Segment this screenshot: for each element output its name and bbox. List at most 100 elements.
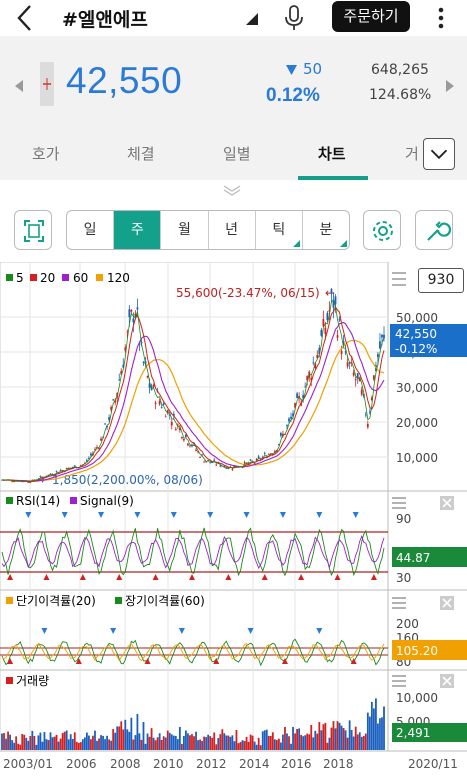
order-button[interactable]: 주문하기 <box>332 1 410 32</box>
buy-marker <box>79 574 86 580</box>
candle-body <box>189 445 191 447</box>
candle-body <box>122 364 125 368</box>
volume-bar <box>83 737 86 750</box>
rsi-signal-line <box>1 535 385 570</box>
ma120-line <box>1 340 385 482</box>
candle-body <box>314 363 317 369</box>
volume-bar <box>3 733 5 750</box>
volume-bar <box>77 742 80 750</box>
volume-bar <box>203 736 206 750</box>
volume-bar <box>348 720 351 750</box>
disp-close-icon[interactable] <box>440 596 454 610</box>
rsi-close-icon[interactable] <box>440 496 454 510</box>
candle-body <box>383 334 385 339</box>
period-year[interactable]: 년 <box>209 211 256 249</box>
candle-body <box>334 296 337 305</box>
corner-triangle-icon <box>292 240 300 247</box>
sell-marker <box>243 512 250 518</box>
candle-body <box>73 465 76 467</box>
max-price-note: 55,600(-23.47%, 06/15) <box>176 286 320 300</box>
volume-bar <box>138 733 141 750</box>
candle-body <box>231 468 234 470</box>
volume-bar <box>290 743 292 750</box>
volume-bar <box>172 735 175 750</box>
period-tick[interactable]: 틱 <box>256 211 303 249</box>
volume-bar <box>150 728 153 750</box>
volume-bar <box>71 738 74 750</box>
candle-body <box>178 427 181 431</box>
rsi-swatch <box>6 497 13 504</box>
stock-title[interactable]: #엘앤에프 <box>62 9 148 31</box>
collapse-handle-icon[interactable] <box>222 184 242 196</box>
candle-body <box>176 424 179 426</box>
candle-body <box>29 482 32 484</box>
volume-bars <box>1 698 385 750</box>
price-tag <box>390 324 467 357</box>
period-minute[interactable]: 분 <box>303 211 349 249</box>
tab-orderbook[interactable]: 호가 <box>32 145 60 163</box>
period-week[interactable]: 주 <box>114 211 162 249</box>
candle-body <box>112 399 115 401</box>
mic-icon[interactable] <box>282 4 306 32</box>
volume-bar <box>257 737 260 750</box>
volume-bar <box>140 739 143 750</box>
volume-bar <box>108 739 111 750</box>
rsi-tag-value: 44.87 <box>396 551 430 565</box>
grid-lines <box>0 262 388 751</box>
vol-hamburger-icon[interactable] <box>392 675 406 687</box>
volume-bar <box>130 717 133 750</box>
volume-bar <box>362 736 365 750</box>
candle-body <box>219 465 222 467</box>
settings-button[interactable] <box>363 210 401 250</box>
volume-bar <box>41 741 44 750</box>
title-dropdown-icon[interactable] <box>246 13 258 25</box>
next-stock-icon[interactable] <box>446 80 454 92</box>
volume-bar <box>146 733 149 750</box>
volume-bar <box>277 738 280 750</box>
disp-hamburger-icon[interactable] <box>392 597 406 609</box>
volume-bar <box>33 735 36 750</box>
prev-stock-icon[interactable] <box>15 80 23 92</box>
candle-body <box>31 479 34 481</box>
candle-body <box>255 458 258 461</box>
tab-more[interactable]: 거 <box>405 145 419 163</box>
sell-marker <box>279 512 286 518</box>
disp-signal-markers <box>7 628 357 664</box>
volume-bar <box>21 733 24 750</box>
volume-bar <box>53 736 56 750</box>
volume-bar <box>211 737 214 750</box>
tools-button[interactable] <box>415 210 453 250</box>
candle-body <box>370 397 373 401</box>
candle-body <box>172 413 175 416</box>
vol-close-icon[interactable] <box>440 674 454 688</box>
candle-body <box>263 453 266 455</box>
tab-daily[interactable]: 일별 <box>223 145 251 163</box>
volume-bar <box>51 737 54 750</box>
hamburger-icon[interactable] <box>392 272 406 286</box>
chevron-down-icon[interactable] <box>423 138 455 170</box>
period-day[interactable]: 일 <box>67 211 115 249</box>
tab-trades[interactable]: 체결 <box>127 145 155 163</box>
candle-body <box>146 376 149 378</box>
stock-chart[interactable]: 5 20 60 120 55,600(-23.47%, 06/15) ← → 1… <box>0 262 467 777</box>
volume-bar <box>294 733 296 750</box>
tab-chart[interactable]: 차트 <box>318 145 346 163</box>
fullscreen-button[interactable] <box>14 210 52 250</box>
candle-body <box>41 477 44 478</box>
volume-bar <box>63 731 66 750</box>
candle-body <box>195 449 197 451</box>
back-arrow-icon[interactable] <box>10 3 40 33</box>
candle-body <box>55 470 58 472</box>
volume-bar <box>215 744 218 750</box>
candle-body <box>100 438 102 441</box>
candle-count-box[interactable]: 930 <box>418 268 464 293</box>
period-month[interactable]: 월 <box>161 211 209 249</box>
more-icon[interactable] <box>434 4 448 32</box>
volume-bar <box>227 735 230 750</box>
volume-bar <box>94 730 96 750</box>
candle-body <box>39 476 42 478</box>
volume-bar <box>81 739 84 750</box>
rsi-hamburger-icon[interactable] <box>392 497 406 509</box>
candle-body <box>310 377 313 381</box>
disp-long-title: 장기이격률(60) <box>125 594 205 608</box>
